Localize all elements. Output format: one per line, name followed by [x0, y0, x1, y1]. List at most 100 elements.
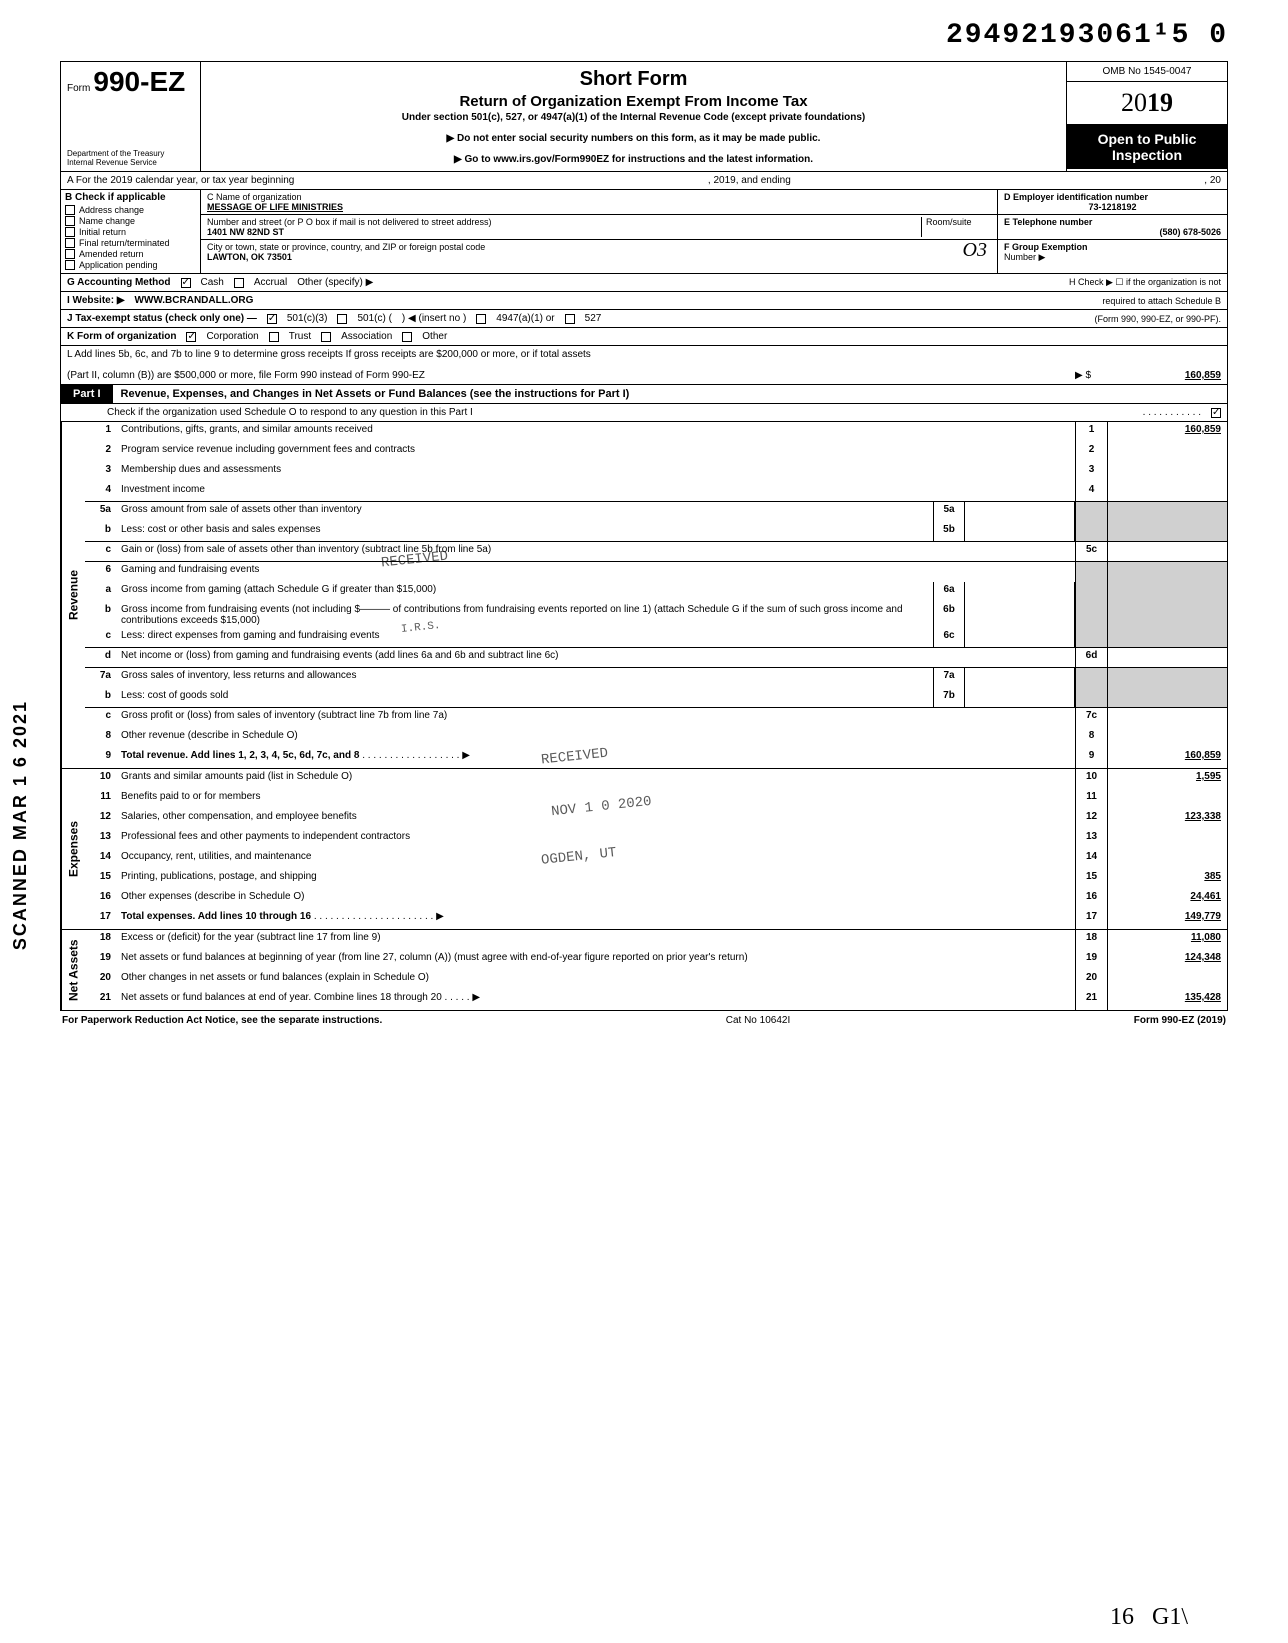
line-6-num: 6 — [85, 562, 117, 582]
section-k-label: K Form of organization — [67, 331, 176, 342]
line-5b-desc: Less: cost or other basis and sales expe… — [117, 522, 933, 541]
line-10-desc: Grants and similar amounts paid (list in… — [117, 769, 1075, 789]
chk-501c[interactable] — [337, 314, 347, 324]
line-7a-endnum — [1075, 668, 1107, 688]
chk-final-return[interactable] — [65, 238, 75, 248]
row-l: L Add lines 5b, 6c, and 7b to line 9 to … — [60, 346, 1228, 385]
scanned-stamp: SCANNED MAR 1 6 2021 — [10, 700, 31, 950]
lbl-other-method: Other (specify) ▶ — [297, 277, 373, 288]
line-6b-midnum: 6b — [933, 602, 965, 628]
line-5a-num: 5a — [85, 502, 117, 522]
inspection: Inspection — [1071, 147, 1223, 163]
paperwork-notice: For Paperwork Reduction Act Notice, see … — [62, 1015, 382, 1026]
chk-trust[interactable] — [269, 332, 279, 342]
lbl-527: 527 — [585, 313, 602, 324]
line-5c-endnum: 5c — [1075, 542, 1107, 561]
chk-4947[interactable] — [476, 314, 486, 324]
chk-other-org[interactable] — [402, 332, 412, 342]
line-7a-midval — [965, 668, 1075, 688]
chk-schedule-o[interactable] — [1211, 408, 1221, 418]
chk-accrual[interactable] — [234, 278, 244, 288]
line-5b-midval — [965, 522, 1075, 541]
chk-name-change[interactable] — [65, 216, 75, 226]
chk-corporation[interactable] — [186, 332, 196, 342]
line-5b-value — [1107, 522, 1227, 541]
lbl-amended-return: Amended return — [79, 249, 144, 259]
revenue-side-label: Revenue — [61, 422, 85, 768]
line-5a-midnum: 5a — [933, 502, 965, 522]
city-label: City or town, state or province, country… — [207, 242, 991, 252]
section-b: B Check if applicable Address change Nam… — [61, 190, 201, 273]
line-7b-endnum — [1075, 688, 1107, 707]
line-9-value: 160,859 — [1107, 748, 1227, 768]
line-21-num: 21 — [85, 990, 117, 1010]
line-20-endnum: 20 — [1075, 970, 1107, 990]
line-13-num: 13 — [85, 829, 117, 849]
line-19-desc: Net assets or fund balances at beginning… — [117, 950, 1075, 970]
chk-association[interactable] — [321, 332, 331, 342]
chk-527[interactable] — [565, 314, 575, 324]
line-8-value — [1107, 728, 1227, 748]
line-10-endnum: 10 — [1075, 769, 1107, 789]
revenue-section: Revenue 1Contributions, gifts, grants, a… — [60, 422, 1228, 769]
chk-cash[interactable] — [181, 278, 191, 288]
line-3-num: 3 — [85, 462, 117, 482]
line-21-value: 135,428 — [1107, 990, 1227, 1010]
line-14-desc: Occupancy, rent, utilities, and maintena… — [117, 849, 1075, 869]
line-14-endnum: 14 — [1075, 849, 1107, 869]
section-g-label: G Accounting Method — [67, 277, 171, 288]
line-6d-desc: Net income or (loss) from gaming and fun… — [117, 648, 1075, 667]
street-value: 1401 NW 82ND ST — [207, 227, 921, 237]
lbl-final-return: Final return/terminated — [79, 238, 170, 248]
line-6a-midval — [965, 582, 1075, 602]
section-a-mid: , 2019, and ending — [708, 175, 791, 186]
line-4-num: 4 — [85, 482, 117, 501]
line-5a-endnum — [1075, 502, 1107, 522]
chk-address-change[interactable] — [65, 205, 75, 215]
chk-amended-return[interactable] — [65, 249, 75, 259]
line-5a-midval — [965, 502, 1075, 522]
org-name: MESSAGE OF LIFE MINISTRIES — [207, 202, 991, 212]
line-18-value: 11,080 — [1107, 930, 1227, 950]
name-label: C Name of organization — [207, 192, 991, 202]
line-9-endnum: 9 — [1075, 748, 1107, 768]
handwritten-notes: 16 G1\ — [1110, 1604, 1188, 1631]
line-12-desc: Salaries, other compensation, and employ… — [117, 809, 1075, 829]
chk-application-pending[interactable] — [65, 260, 75, 270]
line-13-endnum: 13 — [1075, 829, 1107, 849]
ein-value: 73-1218192 — [1004, 202, 1221, 212]
line-12-value: 123,338 — [1107, 809, 1227, 829]
street-label: Number and street (or P O box if mail is… — [207, 217, 921, 227]
line-5b-midnum: 5b — [933, 522, 965, 541]
lbl-accrual: Accrual — [254, 277, 287, 288]
line-6c-num: c — [85, 628, 117, 647]
chk-initial-return[interactable] — [65, 227, 75, 237]
line-6b-endnum — [1075, 602, 1107, 628]
line-7b-midnum: 7b — [933, 688, 965, 707]
line-6c-endnum — [1075, 628, 1107, 647]
cat-number: Cat No 10642I — [726, 1015, 791, 1026]
section-h-line1: H Check ▶ ☐ if the organization is not — [1069, 277, 1221, 287]
short-form-title: Short Form — [211, 68, 1056, 91]
line-5c-value — [1107, 542, 1227, 561]
lbl-501c: 501(c) ( — [357, 313, 391, 324]
line-6a-endnum — [1075, 582, 1107, 602]
line-6c-midnum: 6c — [933, 628, 965, 647]
omb-number: OMB No 1545-0047 — [1067, 62, 1227, 82]
line-7b-value — [1107, 688, 1227, 707]
lbl-4947: 4947(a)(1) or — [496, 313, 554, 324]
expenses-section: Expenses 10Grants and similar amounts pa… — [60, 769, 1228, 930]
line-17-num: 17 — [85, 909, 117, 929]
line-6-endnum — [1075, 562, 1107, 582]
line-4-endnum: 4 — [1075, 482, 1107, 501]
tax-year: 20201919 — [1067, 82, 1227, 125]
section-a: A For the 2019 calendar year, or tax yea… — [60, 172, 1228, 190]
line-19-num: 19 — [85, 950, 117, 970]
chk-501c3[interactable] — [267, 314, 277, 324]
line-7b-num: b — [85, 688, 117, 707]
part1-tab: Part I — [61, 385, 113, 403]
ein-label: D Employer identification number — [1004, 192, 1221, 202]
line-6a-num: a — [85, 582, 117, 602]
line-18-desc: Excess or (deficit) for the year (subtra… — [117, 930, 1075, 950]
form-number: 990-EZ — [93, 66, 185, 97]
